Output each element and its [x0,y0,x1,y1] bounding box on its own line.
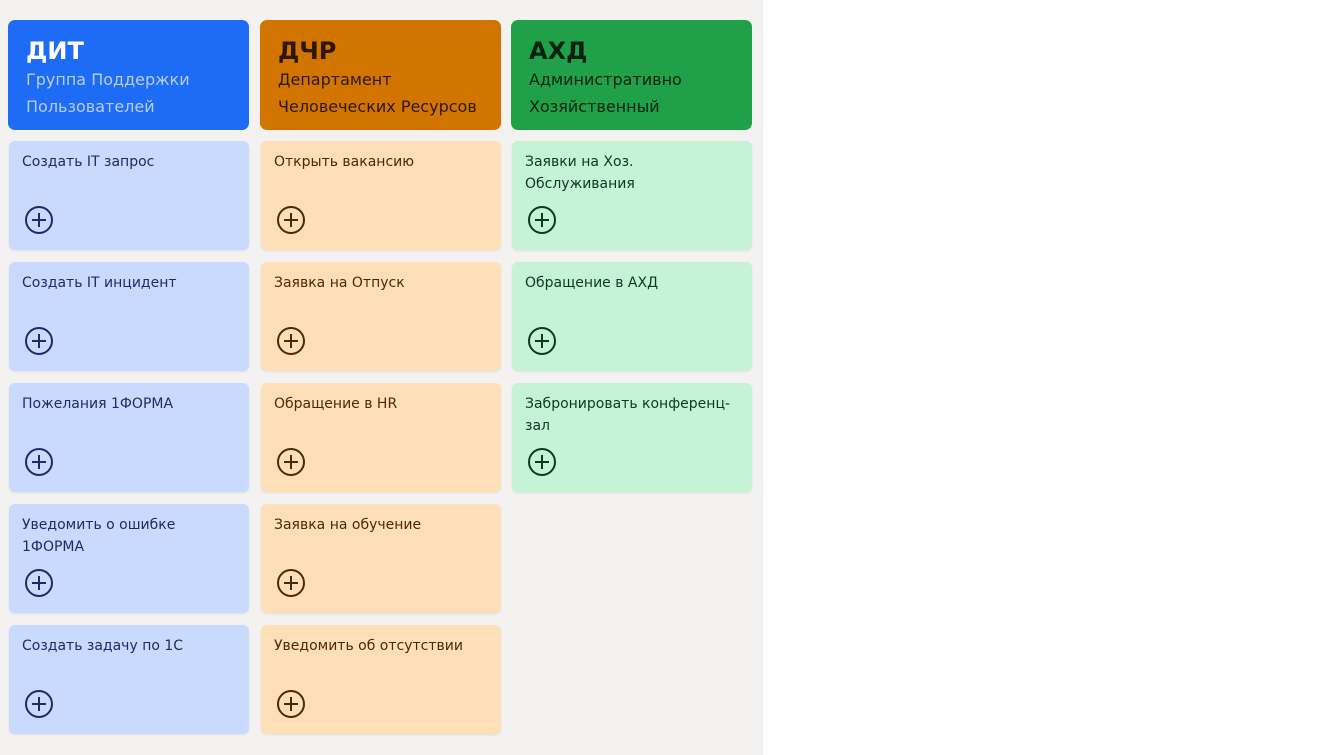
add-icon [277,569,305,597]
tile-label: Создать IT запрос [22,154,155,170]
add-icon [25,569,53,597]
action-tile[interactable]: Уведомить о ошибке 1ФОРМА [9,504,249,613]
column: АХД Административно Хозяйственный Заявки н… [511,20,752,492]
header-title: ДЧР [278,37,337,65]
add-icon [277,448,305,476]
action-tile[interactable]: Пожелания 1ФОРМА [9,383,249,492]
action-tile[interactable]: Заявка на обучение [261,504,501,613]
header-title: ДИТ [26,37,84,65]
tile-label: Обращение в HR [274,396,398,412]
add-icon [277,206,305,234]
add-icon [25,448,53,476]
tile-label: Уведомить об отсутствии [274,638,463,654]
action-tile[interactable]: Забронировать конференц-зал [512,383,752,492]
action-tile[interactable]: Создать задачу по 1С [9,625,249,734]
tile-label: Заявки на Хоз. Обслуживания [525,154,635,192]
tile-label: Уведомить о ошибке 1ФОРМА [22,517,176,555]
action-tile[interactable]: Создать IT запрос [9,141,249,250]
action-tile[interactable]: Обращение в HR [261,383,501,492]
header-title: АХД [529,37,588,65]
column: ДИТ Группа Поддержки Пользователей Создать… [8,20,249,734]
column-header: ДЧР Департамент Человеческих Ресурсов [260,20,501,130]
header-subtitle: Департамент Человеческих Ресурсов [278,70,477,116]
tile-label: Обращение в АХД [525,275,659,291]
add-icon [528,327,556,355]
tile-label: Забронировать конференц-зал [525,396,731,434]
header-subtitle: Группа Поддержки Пользователей [26,70,190,116]
column: ДЧР Департамент Человеческих Ресурсов Откр… [260,20,501,734]
add-icon [528,448,556,476]
column-header: ДИТ Группа Поддержки Пользователей [8,20,249,130]
tile-label: Пожелания 1ФОРМА [22,396,174,412]
action-tile[interactable]: Создать IT инцидент [9,262,249,371]
add-icon [277,690,305,718]
action-tile[interactable]: Заявка на Отпуск [261,262,501,371]
action-tile[interactable]: Открыть вакансию [261,141,501,250]
header-subtitle: Административно Хозяйственный [529,70,682,116]
action-tile[interactable]: Заявки на Хоз. Обслуживания [512,141,752,250]
tile-label: Заявка на Отпуск [274,275,405,291]
add-icon [277,327,305,355]
tile-label: Создать IT инцидент [22,275,177,291]
column-header: АХД Административно Хозяйственный [511,20,752,130]
panel: ДИТ Группа Поддержки Пользователей Создать… [0,0,763,755]
tile-label: Создать задачу по 1С [22,638,184,654]
tile-label: Заявка на обучение [274,517,422,533]
add-icon [25,690,53,718]
add-icon [528,206,556,234]
action-tile[interactable]: Уведомить об отсутствии [261,625,501,734]
add-icon [25,206,53,234]
add-icon [25,327,53,355]
action-tile[interactable]: Обращение в АХД [512,262,752,371]
tile-label: Открыть вакансию [274,154,415,170]
